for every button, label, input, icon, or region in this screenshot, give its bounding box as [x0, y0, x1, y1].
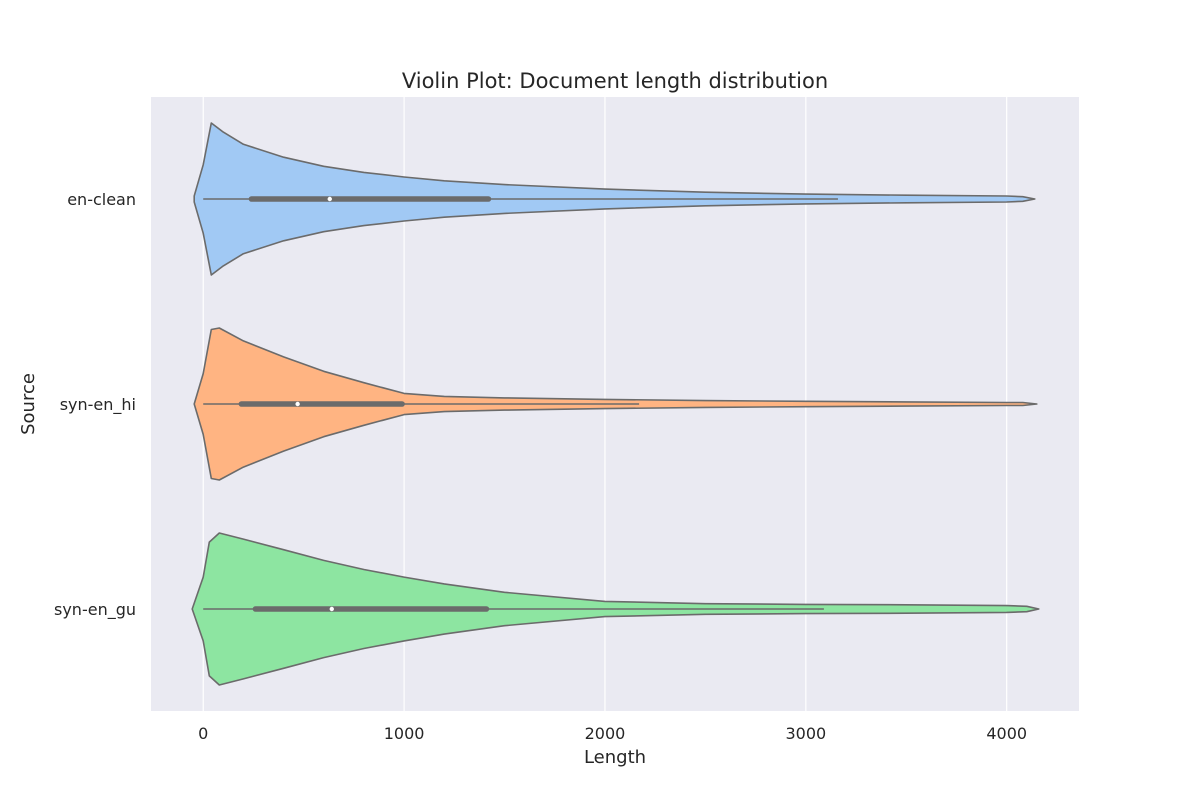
violin-en-clean: [193, 122, 1036, 276]
x-tick-label: 3000: [785, 724, 826, 743]
chart-title: Violin Plot: Document length distributio…: [402, 69, 828, 93]
x-tick-label: 0: [198, 724, 208, 743]
violins: [191, 122, 1040, 686]
violin-median: [295, 401, 300, 407]
y-tick-label: en-clean: [67, 190, 136, 209]
y-tick-label: syn-en_hi: [60, 395, 136, 415]
x-tick-label: 2000: [585, 724, 626, 743]
x-ticks: 0 1000 2000 3000 4000: [198, 724, 1027, 743]
violin-syn-en_hi: [193, 327, 1038, 481]
x-axis-label: Length: [584, 747, 646, 768]
violin-median: [329, 606, 334, 612]
x-tick-label: 4000: [986, 724, 1027, 743]
y-axis-label: Source: [18, 373, 39, 435]
y-tick-label: syn-en_gu: [54, 600, 136, 620]
violin-median: [327, 196, 332, 202]
x-tick-label: 1000: [384, 724, 425, 743]
y-ticks: en-clean syn-en_hi syn-en_gu: [54, 190, 136, 620]
violin-syn-en_gu: [191, 532, 1040, 686]
